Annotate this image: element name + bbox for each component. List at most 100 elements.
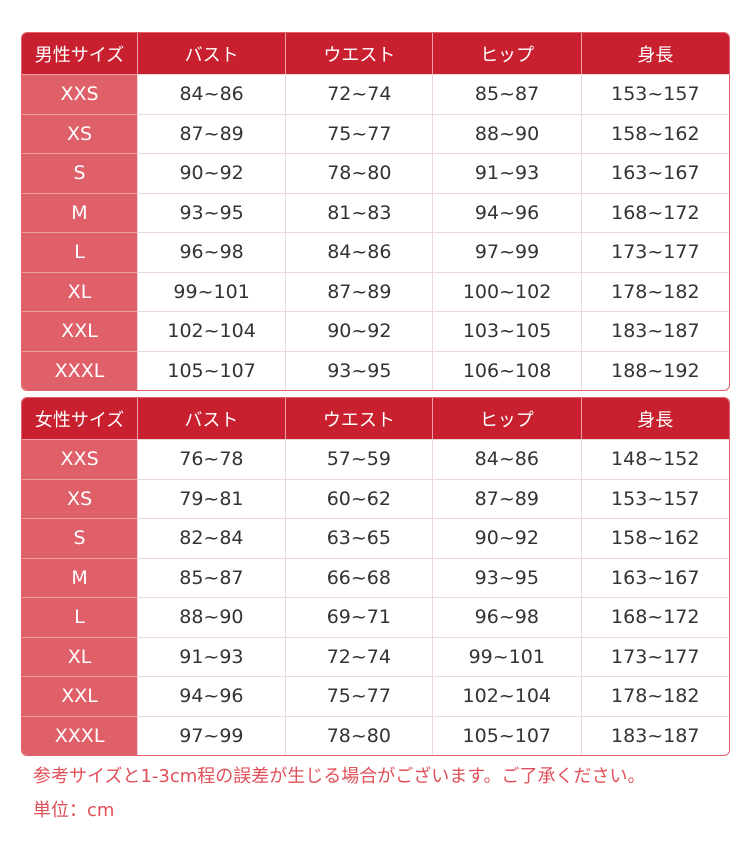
size-label: XXXL xyxy=(22,350,137,390)
measurement-cell: 148~152 xyxy=(580,439,729,479)
table-row: M 85~87 66~68 93~95 163~167 xyxy=(22,557,729,597)
measurement-cell: 90~92 xyxy=(136,153,286,193)
measurement-cell: 79~81 xyxy=(137,478,285,518)
measurement-cell: 153~157 xyxy=(580,74,729,114)
column-header: バスト xyxy=(137,398,285,439)
size-label: S xyxy=(22,153,137,193)
measurement-cell: 88~90 xyxy=(432,113,581,153)
measurement-cell: 100~102 xyxy=(432,271,581,311)
column-header: ウエスト xyxy=(285,33,433,74)
measurement-cell: 90~92 xyxy=(432,518,581,558)
disclaimer-note: 参考サイズと1-3cm程の誤差が生じる場合がございます。ご了承ください。 xyxy=(33,766,646,787)
measurement-cell: 163~167 xyxy=(580,153,729,193)
measurement-cell: 173~177 xyxy=(580,232,729,272)
table-row: L 88~90 69~71 96~98 168~172 xyxy=(22,597,729,637)
header-row: 女性サイズ バスト ウエスト ヒップ 身長 xyxy=(22,398,729,439)
size-label: XS xyxy=(22,113,137,153)
size-label: XXXL xyxy=(22,715,138,755)
measurement-cell: 75~77 xyxy=(285,113,433,153)
size-label: XL xyxy=(22,636,138,676)
measurement-cell: 63~65 xyxy=(284,518,433,558)
measurement-cell: 84~86 xyxy=(432,439,581,479)
column-header: 身長 xyxy=(580,33,729,74)
table-row: XL 91~93 72~74 99~101 173~177 xyxy=(22,636,729,676)
column-header: バスト xyxy=(136,33,286,74)
column-header: 身長 xyxy=(580,398,729,439)
measurement-cell: 66~68 xyxy=(284,557,433,597)
measurement-cell: 178~182 xyxy=(580,676,729,716)
measurement-cell: 57~59 xyxy=(284,439,433,479)
measurement-cell: 91~93 xyxy=(432,153,581,193)
measurement-cell: 97~99 xyxy=(137,715,285,755)
column-header: ヒップ xyxy=(432,33,581,74)
size-label: L xyxy=(22,232,137,272)
table-title: 男性サイズ xyxy=(22,33,137,74)
table-row: M 93~95 81~83 94~96 168~172 xyxy=(22,192,729,232)
measurement-cell: 183~187 xyxy=(580,311,729,351)
size-label: XXS xyxy=(22,439,138,479)
measurement-cell: 96~98 xyxy=(136,232,286,272)
table-row: XS 79~81 60~62 87~89 153~157 xyxy=(22,478,729,518)
size-label: M xyxy=(22,192,137,232)
measurement-cell: 87~89 xyxy=(285,271,433,311)
measurement-cell: 78~80 xyxy=(284,715,433,755)
measurement-cell: 158~162 xyxy=(580,113,729,153)
size-label: XS xyxy=(22,478,138,518)
measurement-cell: 90~92 xyxy=(285,311,433,351)
measurement-cell: 87~89 xyxy=(136,113,286,153)
measurement-cell: 103~105 xyxy=(432,311,581,351)
measurement-cell: 76~78 xyxy=(137,439,285,479)
measurement-cell: 102~104 xyxy=(136,311,286,351)
header-row: 男性サイズ バスト ウエスト ヒップ 身長 xyxy=(22,33,729,74)
table-title: 女性サイズ xyxy=(22,398,138,439)
measurement-cell: 183~187 xyxy=(580,715,729,755)
table-row: XXL 102~104 90~92 103~105 183~187 xyxy=(22,311,729,351)
measurement-cell: 168~172 xyxy=(580,192,729,232)
measurement-cell: 91~93 xyxy=(137,636,285,676)
measurement-cell: 188~192 xyxy=(580,350,729,390)
size-label: S xyxy=(22,518,138,558)
measurement-cell: 93~95 xyxy=(285,350,433,390)
measurement-cell: 82~84 xyxy=(137,518,285,558)
measurement-cell: 168~172 xyxy=(580,597,729,637)
measurement-cell: 105~107 xyxy=(432,715,581,755)
measurement-cell: 93~95 xyxy=(136,192,286,232)
measurement-cell: 94~96 xyxy=(432,192,581,232)
measurement-cell: 94~96 xyxy=(137,676,285,716)
measurement-cell: 72~74 xyxy=(285,74,433,114)
measurement-cell: 84~86 xyxy=(136,74,286,114)
table-row: L 96~98 84~86 97~99 173~177 xyxy=(22,232,729,272)
measurement-cell: 85~87 xyxy=(432,74,581,114)
measurement-cell: 158~162 xyxy=(580,518,729,558)
table-row: S 90~92 78~80 91~93 163~167 xyxy=(22,153,729,193)
women-size-table: 女性サイズ バスト ウエスト ヒップ 身長 XXS 76~78 57~59 84~86 148~1… xyxy=(21,397,730,756)
measurement-cell: 69~71 xyxy=(284,597,433,637)
measurement-cell: 99~101 xyxy=(432,636,581,676)
size-label: XXL xyxy=(22,676,138,716)
table-row: XXL 94~96 75~77 102~104 178~182 xyxy=(22,676,729,716)
measurement-cell: 163~167 xyxy=(580,557,729,597)
table-row: XS 87~89 75~77 88~90 158~162 xyxy=(22,113,729,153)
table-row: S 82~84 63~65 90~92 158~162 xyxy=(22,518,729,558)
measurement-cell: 173~177 xyxy=(580,636,729,676)
table-row: XL 99~101 87~89 100~102 178~182 xyxy=(22,271,729,311)
measurement-cell: 102~104 xyxy=(432,676,581,716)
table-row: XXS 84~86 72~74 85~87 153~157 xyxy=(22,74,729,114)
unit-note: 単位：cm xyxy=(33,800,115,821)
measurement-cell: 106~108 xyxy=(432,350,581,390)
measurement-cell: 85~87 xyxy=(137,557,285,597)
measurement-cell: 97~99 xyxy=(432,232,581,272)
table-row: XXS 76~78 57~59 84~86 148~152 xyxy=(22,439,729,479)
measurement-cell: 84~86 xyxy=(285,232,433,272)
measurement-cell: 88~90 xyxy=(137,597,285,637)
measurement-cell: 81~83 xyxy=(285,192,433,232)
measurement-cell: 87~89 xyxy=(432,478,581,518)
measurement-cell: 60~62 xyxy=(284,478,433,518)
table-row: XXXL 105~107 93~95 106~108 188~192 xyxy=(22,350,729,390)
measurement-cell: 105~107 xyxy=(136,350,286,390)
measurement-cell: 153~157 xyxy=(580,478,729,518)
size-label: XXS xyxy=(22,74,137,114)
measurement-cell: 96~98 xyxy=(432,597,581,637)
measurement-cell: 178~182 xyxy=(580,271,729,311)
measurement-cell: 75~77 xyxy=(284,676,433,716)
